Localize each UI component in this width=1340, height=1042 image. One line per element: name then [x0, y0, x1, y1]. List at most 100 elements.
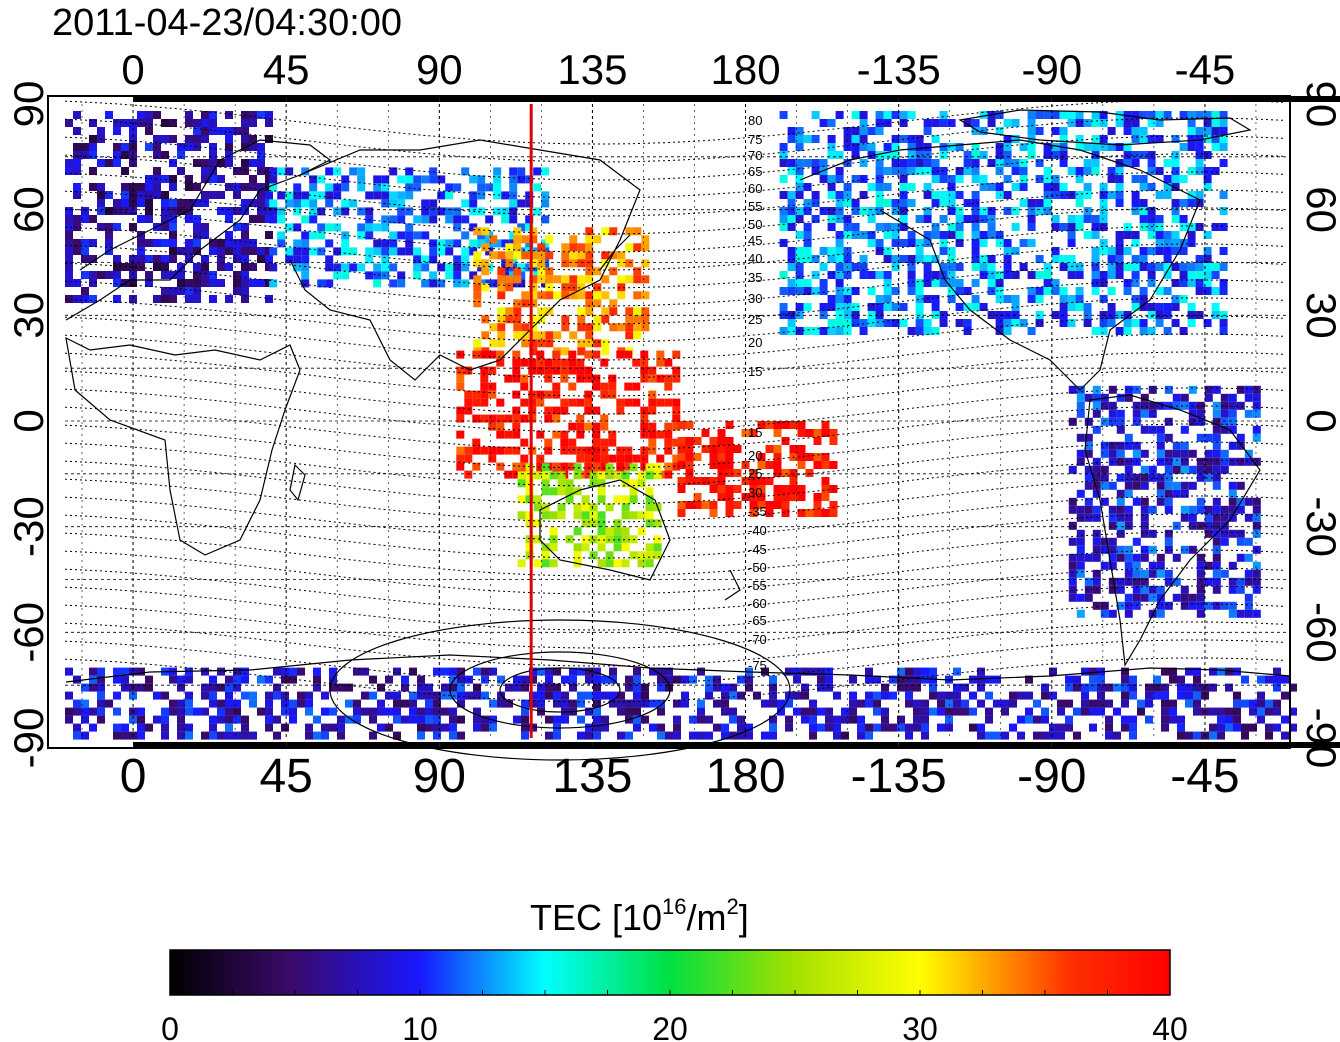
tec-cell — [1185, 683, 1193, 692]
tec-cell — [1116, 601, 1125, 610]
tec-cell — [1195, 287, 1204, 295]
tec-cell — [185, 699, 193, 708]
tec-cell — [504, 414, 513, 423]
tec-cell — [145, 215, 153, 223]
tec-cell — [145, 175, 153, 183]
tec-cell — [1179, 175, 1188, 183]
tec-cell — [289, 715, 297, 724]
tec-cell — [177, 143, 185, 151]
tec-cell — [421, 255, 430, 264]
tec-cell — [787, 279, 796, 287]
tec-cell — [1124, 393, 1133, 402]
tec-cell — [777, 707, 785, 716]
tec-cell — [209, 159, 217, 167]
tec-cell — [1043, 279, 1052, 287]
tec-cell — [779, 303, 788, 311]
tec-cell — [787, 127, 796, 135]
tec-cell — [401, 683, 409, 692]
tec-cell — [1171, 279, 1180, 287]
tec-cell — [313, 731, 321, 740]
tec-cell — [963, 151, 972, 159]
tec-cell — [201, 279, 209, 287]
tec-cell — [225, 111, 233, 119]
tec-cell — [1131, 263, 1140, 271]
tec-cell — [705, 683, 713, 692]
tec-cell — [1027, 239, 1036, 247]
tec-cell — [365, 271, 374, 280]
tec-cell — [677, 437, 686, 445]
tec-cell — [995, 167, 1004, 175]
tec-cell — [640, 454, 649, 463]
tec-cell — [1289, 707, 1297, 716]
tec-cell — [480, 350, 489, 359]
tec-cell — [293, 183, 302, 192]
tec-cell — [597, 543, 606, 552]
tec-cell — [827, 319, 836, 327]
tec-cell — [301, 167, 310, 176]
tec-cell — [953, 699, 961, 708]
tec-cell — [569, 699, 577, 708]
tec-cell — [541, 543, 550, 552]
tec-cell — [473, 667, 481, 676]
tec-cell — [733, 501, 742, 509]
tec-cell — [605, 527, 614, 536]
tec-cell — [971, 127, 980, 135]
tec-cell — [1115, 311, 1124, 319]
tec-cell — [513, 331, 522, 340]
tec-cell — [1195, 111, 1204, 119]
tec-cell — [1187, 135, 1196, 143]
tec-cell — [859, 175, 868, 183]
tec-cell — [1209, 707, 1217, 716]
tec-cell — [73, 239, 81, 247]
tec-cell — [541, 551, 550, 560]
tec-cell — [955, 223, 964, 231]
tec-cell — [1195, 143, 1204, 151]
tec-cell — [1035, 287, 1044, 295]
tec-cell — [677, 485, 686, 493]
tec-cell — [809, 715, 817, 724]
tec-cell — [1105, 715, 1113, 724]
tec-cell — [851, 311, 860, 319]
tec-cell — [425, 715, 433, 724]
tec-cell — [585, 243, 594, 252]
tec-cell — [859, 255, 868, 263]
tec-cell — [849, 699, 857, 708]
tec-cell — [1155, 319, 1164, 327]
tec-cell — [89, 183, 97, 191]
tec-cell — [1123, 119, 1132, 127]
tec-cell — [1148, 561, 1157, 570]
tec-cell — [488, 454, 497, 463]
tec-cell — [1131, 159, 1140, 167]
tec-cell — [801, 715, 809, 724]
tec-cell — [600, 446, 609, 455]
tec-region-north-america — [779, 111, 1228, 335]
tec-cell — [849, 691, 857, 700]
tec-cell — [899, 119, 908, 127]
tec-cell — [493, 167, 502, 176]
tec-cell — [621, 503, 630, 512]
tec-cell — [821, 509, 830, 517]
tec-cell — [1035, 199, 1044, 207]
tec-cell — [545, 251, 554, 260]
tec-cell — [568, 366, 577, 375]
tec-cell — [177, 207, 185, 215]
tec-cell — [541, 279, 550, 288]
tec-cell — [1139, 151, 1148, 159]
tec-cell — [201, 167, 209, 175]
tec-cell — [1220, 505, 1229, 514]
tec-cell — [361, 691, 369, 700]
tec-cell — [1076, 545, 1085, 554]
tec-cell — [851, 263, 860, 271]
tec-cell — [517, 471, 526, 480]
tec-cell — [544, 438, 553, 447]
tec-cell — [835, 191, 844, 199]
tec-cell — [137, 667, 145, 676]
south-america-coastline — [1084, 394, 1261, 667]
tec-cell — [81, 287, 89, 295]
tec-cell — [73, 295, 81, 303]
tec-cell — [1139, 255, 1148, 263]
tec-cell — [561, 347, 570, 356]
tec-cell — [793, 675, 801, 684]
tec-cell — [1132, 561, 1141, 570]
tec-cell — [773, 421, 782, 429]
